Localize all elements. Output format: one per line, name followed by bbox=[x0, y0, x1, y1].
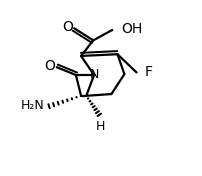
Text: O: O bbox=[44, 59, 55, 73]
Text: OH: OH bbox=[121, 22, 142, 36]
Text: O: O bbox=[62, 20, 73, 34]
Text: H₂N: H₂N bbox=[21, 99, 45, 112]
Text: H: H bbox=[96, 120, 105, 133]
Text: N: N bbox=[90, 68, 100, 81]
Text: F: F bbox=[145, 65, 153, 78]
